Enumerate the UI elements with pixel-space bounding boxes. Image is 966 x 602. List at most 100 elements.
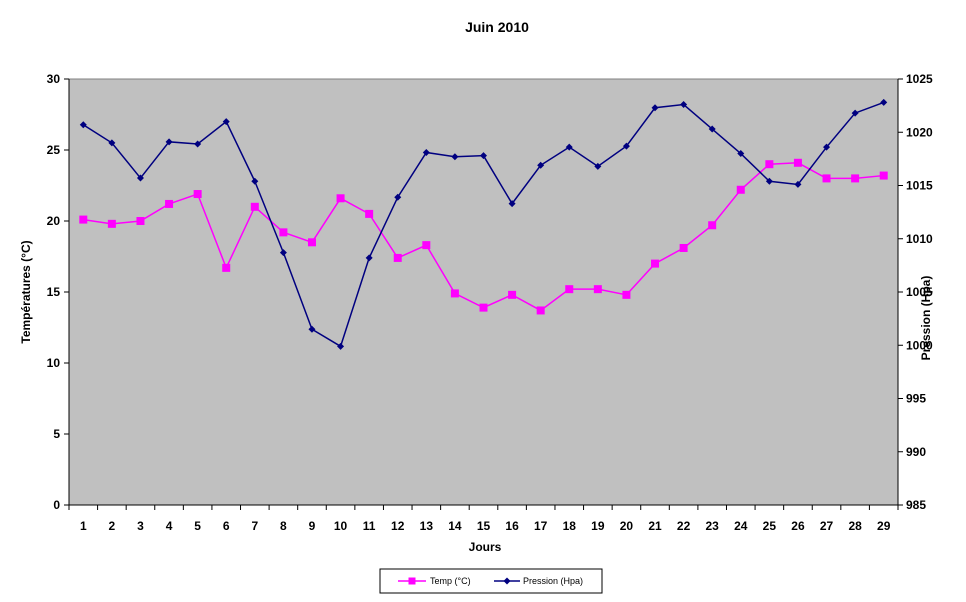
legend-marker-temp xyxy=(408,577,416,585)
data-point-pression xyxy=(194,140,202,148)
x-tick-label: 23 xyxy=(706,519,720,533)
x-tick-label: 25 xyxy=(763,519,777,533)
data-point-temp xyxy=(593,285,602,294)
x-tick-label: 2 xyxy=(109,519,116,533)
data-point-pression xyxy=(680,101,688,109)
data-point-temp xyxy=(679,243,688,252)
data-point-pression xyxy=(622,142,630,150)
data-point-temp xyxy=(336,194,345,203)
x-tick-label: 13 xyxy=(420,519,434,533)
data-point-pression xyxy=(765,177,773,185)
right-y-axis: 985 990 995 1000 1005 1010 1015 1020 1025 xyxy=(897,72,933,512)
data-point-pression xyxy=(880,98,888,106)
data-point-temp xyxy=(422,241,431,250)
x-tick-label: 4 xyxy=(166,519,173,533)
data-point-pression xyxy=(337,342,345,350)
data-point-temp xyxy=(307,238,316,247)
legend-label-pression: Pression (Hpa) xyxy=(523,576,583,586)
data-point-pression xyxy=(651,104,659,112)
data-point-pression xyxy=(222,118,230,126)
chart-title: Juin 2010 xyxy=(465,19,529,35)
x-axis: 1 2 3 4 5 6 7 8 9 10 11 12 13 14 15 16 17 18 19 20 21 22 23 24 2… xyxy=(68,504,899,533)
x-tick-label: 8 xyxy=(280,519,287,533)
legend-label-temp: Temp (°C) xyxy=(430,576,471,586)
x-tick-label: 9 xyxy=(309,519,316,533)
data-point-temp xyxy=(708,221,717,230)
right-tick-label: 990 xyxy=(906,445,926,459)
series-layer xyxy=(79,98,888,350)
right-tick-label: 1005 xyxy=(906,285,933,299)
left-tick-label: 20 xyxy=(47,214,61,228)
data-point-temp xyxy=(536,306,545,315)
x-tick-label: 15 xyxy=(477,519,491,533)
data-point-pression xyxy=(851,109,859,117)
legend: Temp (°C) Pression (Hpa) xyxy=(379,568,603,594)
x-tick-label: 1 xyxy=(80,519,87,533)
series-temp xyxy=(79,158,888,315)
x-tick-label: 10 xyxy=(334,519,348,533)
data-point-temp xyxy=(793,158,802,167)
left-tick-label: 10 xyxy=(47,356,61,370)
x-tick-label: 26 xyxy=(791,519,805,533)
data-point-pression xyxy=(165,138,173,146)
data-point-temp xyxy=(279,228,288,237)
data-point-temp xyxy=(165,199,174,208)
left-tick-label: 25 xyxy=(47,143,61,157)
x-tick-label: 12 xyxy=(391,519,405,533)
data-point-temp xyxy=(393,253,402,262)
data-point-temp xyxy=(508,290,517,299)
x-tick-label: 17 xyxy=(534,519,548,533)
data-point-pression xyxy=(737,150,745,158)
data-point-pression xyxy=(594,162,602,170)
x-tick-label: 5 xyxy=(194,519,201,533)
right-tick-label: 1015 xyxy=(906,179,933,193)
data-point-pression xyxy=(136,174,144,182)
data-point-temp xyxy=(365,209,374,218)
left-tick-label: 30 xyxy=(47,72,61,86)
right-tick-label: 995 xyxy=(906,392,926,406)
data-point-temp xyxy=(136,217,145,225)
x-tick-label: 19 xyxy=(591,519,605,533)
plot-area xyxy=(68,78,899,506)
right-tick-label: 985 xyxy=(906,498,926,512)
data-point-pression xyxy=(565,143,573,151)
data-point-pression xyxy=(308,325,316,333)
x-tick-label: 18 xyxy=(563,519,577,533)
x-tick-label: 29 xyxy=(877,519,891,533)
x-tick-label: 21 xyxy=(648,519,662,533)
data-point-pression xyxy=(508,200,516,208)
data-point-temp xyxy=(79,215,88,224)
data-point-temp xyxy=(450,289,459,298)
data-point-pression xyxy=(108,139,116,147)
x-tick-label: 27 xyxy=(820,519,834,533)
data-point-temp xyxy=(736,185,745,194)
data-point-pression xyxy=(451,153,459,161)
left-tick-label: 15 xyxy=(47,285,61,299)
x-tick-label: 24 xyxy=(734,519,748,533)
x-tick-label: 16 xyxy=(505,519,519,533)
left-y-axis: 0 5 10 15 20 25 30 xyxy=(47,72,70,512)
legend-marker-pression xyxy=(503,577,511,585)
x-tick-label: 6 xyxy=(223,519,230,533)
data-point-pression xyxy=(794,180,802,188)
data-point-temp xyxy=(222,263,231,272)
data-point-pression xyxy=(823,143,831,151)
series-pression xyxy=(79,98,888,350)
right-tick-label: 1000 xyxy=(906,338,933,352)
data-point-temp xyxy=(565,285,574,294)
data-point-temp xyxy=(822,174,831,183)
data-point-temp xyxy=(851,174,860,183)
x-tick-label: 22 xyxy=(677,519,691,533)
data-point-pression xyxy=(422,148,430,156)
x-tick-label: 28 xyxy=(848,519,862,533)
legend-box xyxy=(379,568,603,594)
data-point-temp xyxy=(107,219,116,228)
data-point-pression xyxy=(279,249,287,257)
data-point-temp xyxy=(193,190,202,199)
x-tick-label: 3 xyxy=(137,519,144,533)
data-point-temp xyxy=(622,290,631,299)
x-axis-label: Jours xyxy=(469,540,502,554)
right-tick-label: 1010 xyxy=(906,232,933,246)
data-point-temp xyxy=(879,171,888,180)
